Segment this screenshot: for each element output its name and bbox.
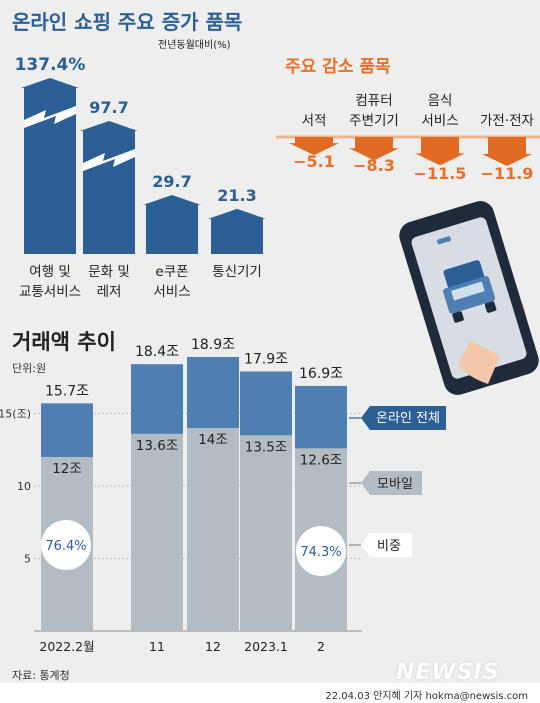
x-category-label: 11 [149, 639, 165, 654]
source-note: 자료: 통계청 [12, 669, 70, 682]
increase-category-label: 문화 및 [88, 264, 130, 280]
trend-unit: 단위:원 [12, 362, 47, 375]
y-tick-label: 10 [17, 480, 31, 493]
axis-break-mark [83, 149, 135, 171]
decrease-value-label: −11.9 [481, 164, 534, 183]
footer-bar [0, 683, 540, 703]
mobile-value-label: 12조 [52, 461, 82, 477]
legend-mobile-tag [361, 471, 422, 495]
x-category-label: 2 [317, 639, 325, 654]
decrease-category-label: 서비스 [421, 113, 458, 129]
mobile-value-label: 12.6조 [300, 452, 342, 468]
increase-category-label: e쿠폰 [155, 264, 188, 280]
increase-category-label: 교통서비스 [19, 284, 81, 300]
online-total-value-label: 18.4조 [135, 344, 179, 360]
increase-title: 온라인 쇼핑 주요 증가 품목 [12, 10, 243, 34]
y-tick-label: 5 [24, 553, 31, 566]
legend-mobile-label: 모바일 [377, 477, 413, 492]
hand-palm [458, 340, 500, 384]
decrease-value-label: −11.5 [414, 164, 467, 183]
increase-bar [208, 208, 266, 254]
increase-category-label: 여행 및 [29, 264, 71, 280]
mobile-bar [131, 433, 183, 631]
screen-icon [437, 236, 451, 245]
decrease-arrow [415, 137, 465, 166]
increase-unit-note: 전년동월대비(%) [158, 40, 231, 51]
increase-bar [143, 194, 201, 254]
increase-value-label: 137.4% [15, 55, 86, 75]
increase-value-label: 29.7 [152, 172, 191, 191]
increase-category-label: 통신기기 [212, 264, 262, 280]
online-total-value-label: 15.7조 [45, 383, 89, 399]
x-category-label: 2023.1 [244, 639, 288, 654]
mobile-value-label: 14조 [198, 432, 228, 448]
y-tick-label: 15(조) [0, 408, 31, 421]
decrease-category-label: 컴퓨터 [355, 93, 392, 109]
decrease-arrow [349, 137, 399, 161]
decrease-value-label: −8.3 [353, 156, 395, 175]
decrease-category-label: 주변기기 [349, 113, 399, 129]
legend-online-total-tag [361, 406, 446, 430]
online-total-value-label: 17.9조 [244, 351, 288, 367]
share-circle [41, 520, 91, 570]
increase-value-label: 21.3 [217, 186, 256, 205]
decrease-category-label: 음식 [428, 93, 453, 109]
increase-bar [21, 78, 79, 254]
x-category-label: 12 [205, 639, 221, 654]
legend-share-tag [361, 533, 412, 557]
online-total-value-label: 16.9조 [299, 366, 343, 382]
share-value-label: 76.4% [45, 539, 86, 554]
legend-share-label: 비중 [377, 539, 401, 554]
share-circle [296, 526, 346, 576]
legend-online-total-label: 온라인 전체 [376, 411, 440, 426]
increase-value-label: 97.7 [89, 98, 128, 117]
increase-category-label: 레저 [97, 284, 122, 300]
truck-wheel [452, 311, 464, 323]
share-value-label: 74.3% [300, 545, 341, 560]
watermark: NEWSIS [396, 660, 500, 685]
decrease-category-label: 서적 [302, 113, 327, 129]
decrease-arrow [482, 137, 532, 167]
trend-title: 거래액 추이 [12, 330, 116, 354]
truck-windshield [451, 281, 485, 301]
mobile-bar [187, 428, 239, 631]
credit-line: 22.04.03 안지혜 기자 hokma@newsis.com [325, 691, 528, 702]
online-total-value-label: 18.9조 [191, 337, 235, 353]
axis-break-mark [24, 106, 76, 128]
mobile-value-label: 13.6조 [136, 438, 178, 454]
mobile-value-label: 13.5조 [245, 439, 287, 455]
increase-bar [80, 121, 138, 254]
decrease-value-label: −5.1 [293, 152, 335, 171]
mobile-bar [240, 435, 292, 631]
phone-with-truck-icon [399, 201, 539, 395]
decrease-category-label: 가전·전자 [480, 113, 535, 129]
decrease-title: 주요 감소 품목 [285, 57, 391, 77]
truck-wheel [484, 301, 497, 313]
increase-category-label: 서비스 [153, 284, 190, 300]
decrease-arrow [289, 137, 339, 156]
x-category-label: 2022.2월 [39, 639, 94, 654]
